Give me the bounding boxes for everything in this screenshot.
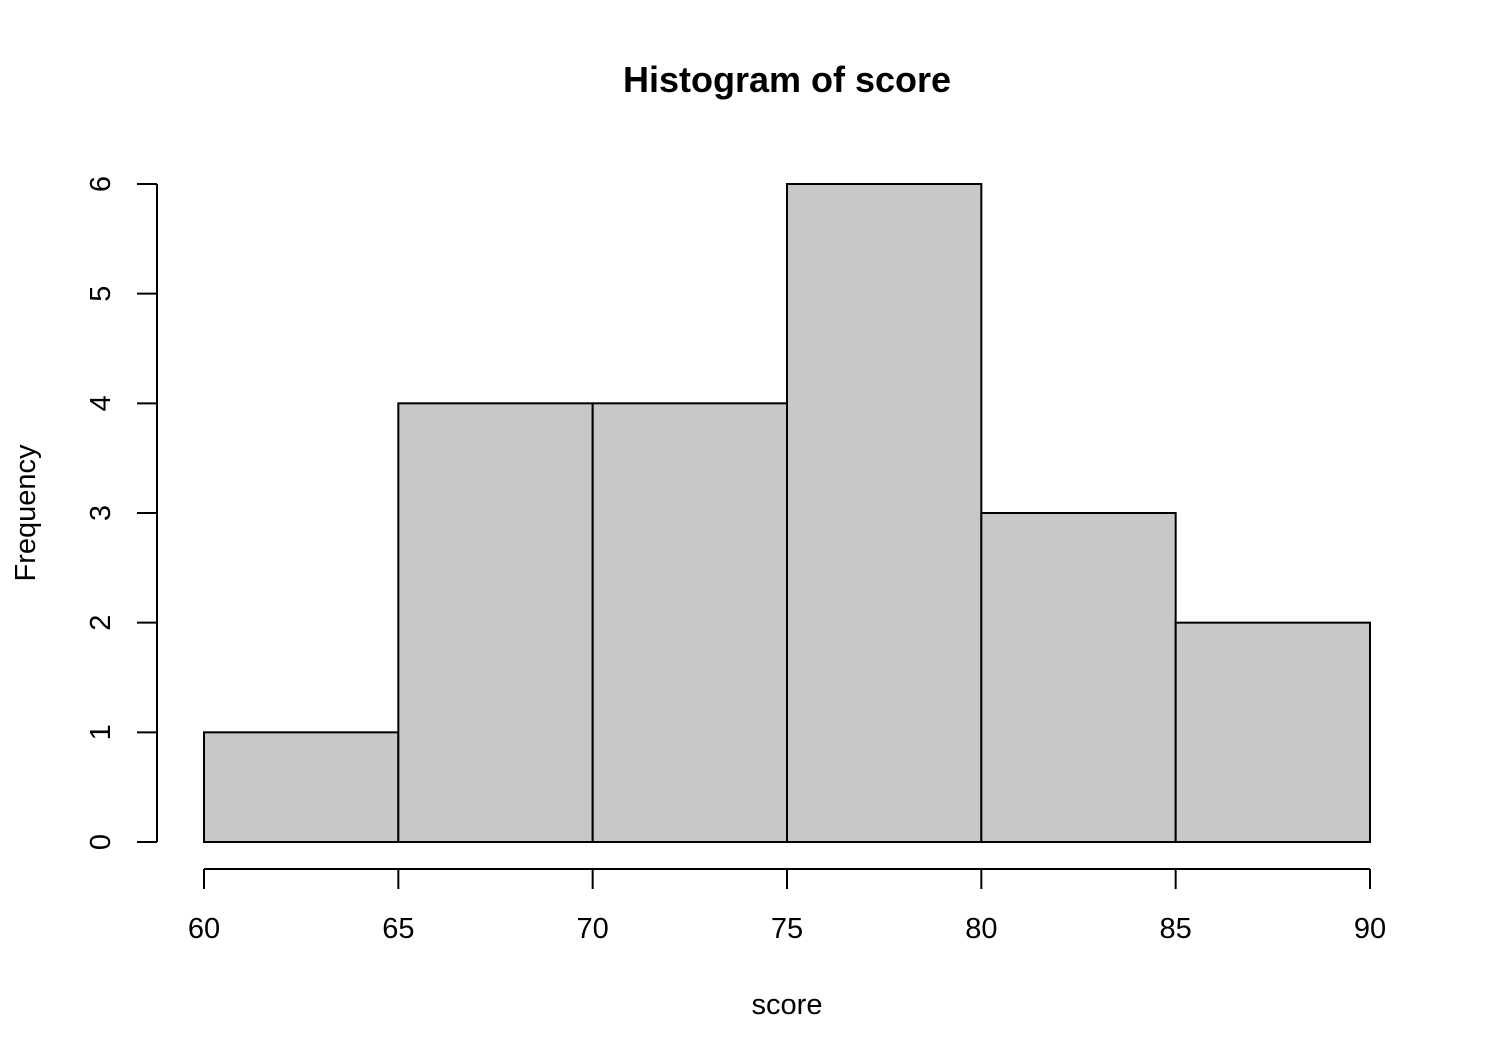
histogram-bar-85-90 — [1176, 623, 1370, 842]
histogram-bar-70-75 — [593, 403, 787, 842]
x-tick-label-90: 90 — [1354, 913, 1386, 945]
x-tick-label-60: 60 — [188, 913, 220, 945]
histogram-bar-75-80 — [787, 184, 981, 842]
y-tick-label-6: 6 — [85, 176, 117, 192]
x-axis: 60 65 70 75 80 85 90 — [188, 869, 1386, 945]
histogram-bar-80-85 — [981, 513, 1175, 842]
x-tick-label-75: 75 — [771, 913, 803, 945]
x-tick-label-70: 70 — [577, 913, 609, 945]
y-axis-label: Frequency — [10, 444, 42, 582]
y-tick-label-3: 3 — [85, 505, 117, 521]
histogram-bar-60-65 — [204, 732, 398, 842]
chart-title: Histogram of score — [623, 59, 951, 100]
x-tick-label-65: 65 — [382, 913, 414, 945]
x-tick-label-80: 80 — [965, 913, 997, 945]
y-tick-label-4: 4 — [85, 395, 117, 411]
y-tick-label-1: 1 — [85, 724, 117, 740]
histogram-bar-65-70 — [398, 403, 592, 842]
x-tick-label-85: 85 — [1160, 913, 1192, 945]
y-tick-label-2: 2 — [85, 615, 117, 631]
x-axis-label: score — [752, 989, 823, 1021]
y-tick-label-0: 0 — [85, 834, 117, 850]
y-tick-label-5: 5 — [85, 286, 117, 302]
bars-group — [204, 184, 1370, 842]
y-axis: 0 1 2 3 4 5 6 — [85, 176, 157, 850]
